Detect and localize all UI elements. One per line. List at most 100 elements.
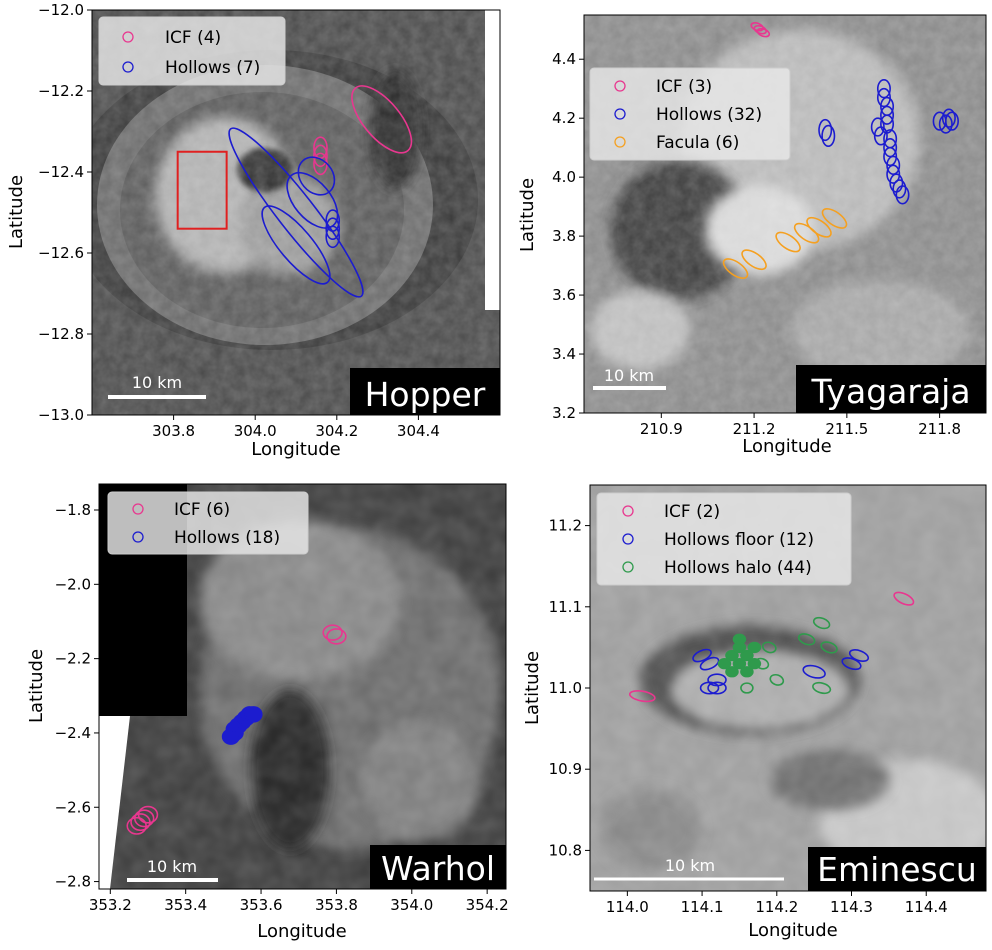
eminescu-feature-halo-4 — [725, 666, 739, 678]
hopper-legend: ICF (4) Hollows (7) — [98, 16, 286, 86]
tyagaraja-frame — [583, 14, 987, 414]
eminescu-feature-halo-16 — [812, 681, 832, 695]
warhol-x-label: Longitude — [257, 921, 347, 942]
eminescu-x-label: Longitude — [748, 920, 838, 941]
eminescu-feature-halo-9 — [717, 657, 732, 670]
tyagaraja-feature-hollows-1 — [821, 124, 836, 147]
eminescu-x-tick-label-1: 114.1 — [681, 898, 724, 916]
tyagaraja-y-tick-label-0: 3.2 — [552, 404, 576, 422]
eminescu-y-ticks: 10.8 10.9 11.0 11.1 11.2 — [549, 517, 590, 859]
eminescu-y-tick-label-4: 11.2 — [549, 517, 582, 535]
eminescu-y-tick-label-0: 10.8 — [549, 841, 582, 859]
tyagaraja-feature-facula-2 — [775, 231, 801, 253]
hopper-scale-label: 10 km — [132, 373, 182, 392]
tyagaraja-scale-label: 10 km — [604, 366, 654, 385]
hopper-y-tick-label-0: −12.0 — [38, 1, 84, 19]
hopper-y-tick-label-3: −12.6 — [38, 244, 84, 262]
tyagaraja-feature-icf-1 — [753, 25, 767, 35]
eminescu-x-tick-label-4: 114.4 — [905, 898, 948, 916]
hopper-frame — [91, 9, 501, 416]
warhol-y-tick-label-1: −2.0 — [55, 575, 91, 593]
eminescu-x-tick-label-3: 114.3 — [830, 898, 873, 916]
tyagaraja-feature-hollows-19 — [941, 108, 956, 128]
tyagaraja-x-tick-label-3: 211.8 — [918, 420, 961, 438]
tyagaraja-feature-hollows-8 — [873, 126, 888, 146]
tyagaraja-legend-marker-hollows — [614, 108, 626, 120]
warhol-x-tick-label-5: 354.2 — [466, 896, 509, 914]
tyagaraja-feature-hollows-15 — [892, 179, 907, 199]
eminescu-legend: ICF (2) Hollows floor (12) Hollows halo … — [596, 492, 852, 586]
eminescu-legend-marker-hollows-halo — [622, 561, 634, 573]
hopper-feature-icf-3 — [351, 85, 413, 154]
warhol-y-tick-label-3: −2.4 — [55, 724, 91, 742]
eminescu-y-tick-label-2: 11.0 — [549, 679, 582, 697]
eminescu-feature-halo-8 — [747, 641, 762, 654]
eminescu-name: Eminescu — [817, 850, 977, 889]
hopper-y-tick-label-4: −12.8 — [38, 325, 84, 343]
tyagaraja-x-tick-label-0: 210.9 — [640, 420, 683, 438]
eminescu-feature-halo-2 — [740, 649, 754, 662]
eminescu-y-tick-label-1: 10.9 — [549, 760, 582, 778]
panel-tyagaraja: ICF (3) Hollows (32) Facula (6) 10 km Ty… — [584, 15, 986, 413]
hopper-feature-hollows-0 — [228, 127, 364, 298]
hopper-feature-hollows-1 — [261, 205, 331, 285]
tyagaraja-features — [722, 22, 959, 279]
eminescu-x-tick-label-2: 114.2 — [755, 898, 798, 916]
eminescu-x-ticks: 114.0 114.1 114.2 114.3 114.4 — [606, 891, 948, 916]
tyagaraja-y-tick-label-6: 4.4 — [552, 50, 576, 68]
hopper-y-tick-label-1: −12.2 — [38, 82, 84, 100]
panel-warhol: ICF (6) Hollows (18) 10 km Warhol — [99, 484, 506, 889]
eminescu-feature-hollows-7 — [848, 649, 870, 662]
eminescu-feature-halo-5 — [740, 666, 754, 678]
hopper-y-tick-label-2: −12.4 — [38, 163, 84, 181]
warhol-features — [126, 624, 347, 835]
eminescu-feature-hollows-5 — [802, 664, 826, 679]
tyagaraja-feature-hollows-5 — [880, 105, 895, 125]
hopper-x-tick-label-3: 304.4 — [397, 422, 440, 440]
hopper-legend-icf: ICF (4) — [165, 28, 221, 48]
eminescu-feature-halo-0 — [725, 649, 739, 662]
warhol-x-tick-label-2: 353.6 — [240, 896, 283, 914]
eminescu-legend-icf: ICF (2) — [664, 502, 720, 522]
tyagaraja-legend-facula: Facula (6) — [656, 133, 739, 153]
eminescu-x-tick-label-0: 114.0 — [606, 898, 649, 916]
eminescu-features — [628, 591, 915, 703]
hopper-x-tick-label-1: 304.0 — [234, 422, 277, 440]
hopper-feature-hollows-2 — [286, 171, 339, 229]
hopper-feature-hollows-6 — [325, 225, 341, 249]
tyagaraja-legend-hollows: Hollows (32) — [656, 105, 762, 125]
hopper-feature-icf-0 — [313, 136, 328, 160]
hopper-inset-box — [176, 150, 228, 230]
eminescu-feature-hollows-0 — [692, 648, 712, 663]
tyagaraja-feature-hollows-13 — [886, 164, 901, 184]
tyagaraja-y-label: Latitude — [517, 178, 538, 252]
hopper-y-tick-label-5: −13.0 — [38, 406, 84, 424]
eminescu-y-label: Latitude — [522, 651, 543, 725]
warhol-y-tick-label-0: −1.8 — [55, 501, 91, 519]
eminescu-feature-halo-10 — [754, 657, 770, 670]
warhol-x-tick-label-4: 354.0 — [390, 896, 433, 914]
warhol-legend-hollows: Hollows (18) — [174, 528, 280, 548]
tyagaraja-y-tick-label-5: 4.2 — [552, 109, 576, 127]
tyagaraja-feature-hollows-11 — [883, 146, 898, 167]
warhol-name: Warhol — [381, 849, 495, 888]
tyagaraja-x-ticks: 210.9 211.2 211.5 211.8 — [640, 413, 961, 438]
tyagaraja-feature-facula-0 — [722, 258, 749, 279]
eminescu-feature-halo-13 — [797, 633, 816, 646]
eminescu-feature-halo-11 — [761, 641, 777, 654]
tyagaraja-legend-marker-icf — [614, 80, 626, 92]
hopper-y-label: Latitude — [6, 175, 27, 249]
warhol-x-tick-label-1: 353.4 — [164, 896, 207, 914]
warhol-legend: ICF (6) Hollows (18) — [107, 491, 309, 555]
panel-hopper: ICF (4) Hollows (7) 10 km Hopper — [92, 10, 500, 415]
warhol-feature-icf-5 — [137, 805, 159, 824]
panel-eminescu: ICF (2) Hollows floor (12) Hollows halo … — [590, 485, 986, 891]
tyagaraja-feature-facula-1 — [741, 249, 767, 271]
tyagaraja-feature-hollows-2 — [876, 79, 891, 99]
hopper-x-tick-label-2: 304.2 — [315, 422, 358, 440]
warhol-legend-marker-hollows — [132, 531, 144, 543]
eminescu-feature-icf-1 — [893, 591, 915, 606]
tyagaraja-x-label: Longitude — [742, 436, 832, 457]
tyagaraja-x-tick-label-1: 211.2 — [733, 420, 776, 438]
tyagaraja-y-tick-label-1: 3.4 — [552, 345, 576, 363]
